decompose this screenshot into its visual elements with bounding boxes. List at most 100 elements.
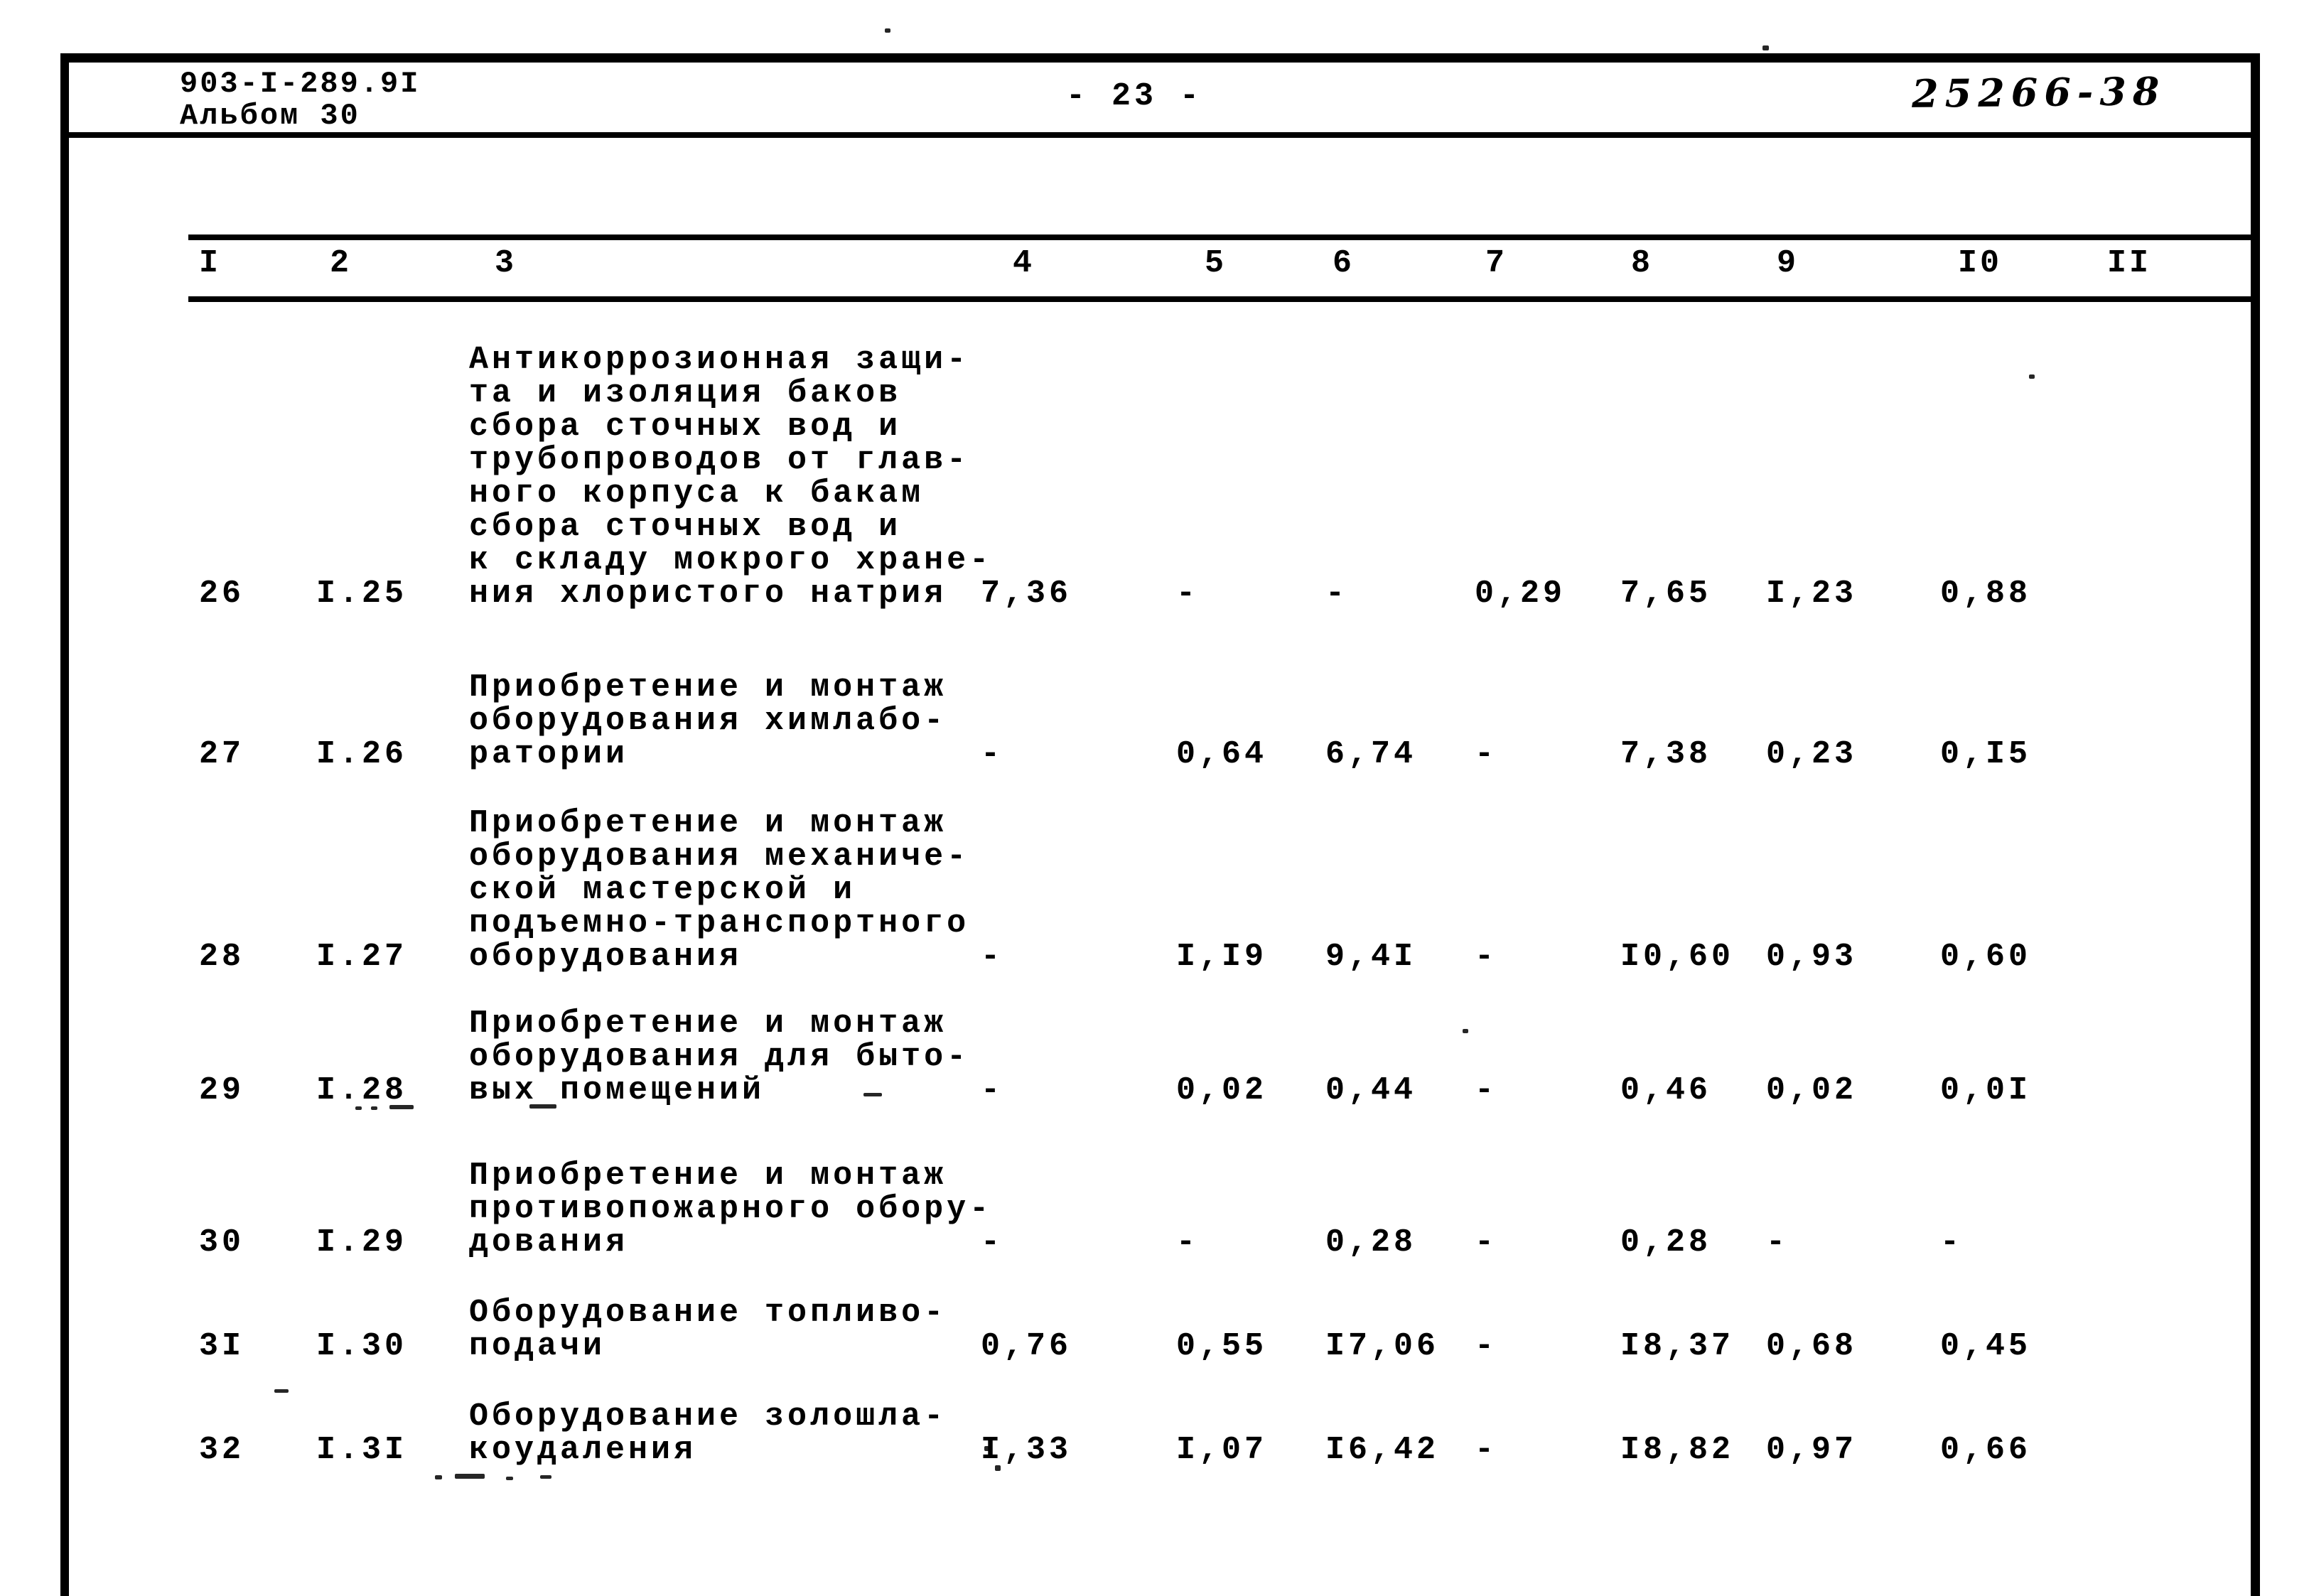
row-code: I.26: [316, 736, 408, 772]
row-description: Приобретение и монтаж оборудования для б…: [469, 1005, 970, 1109]
value-col8: 0,28: [1620, 1224, 1712, 1261]
header-divider-rule: [60, 132, 2260, 138]
column-header: 6: [1333, 245, 1355, 281]
value-col5: -: [1176, 576, 1200, 612]
scan-speck: [371, 1106, 377, 1110]
value-col8: 7,65: [1620, 576, 1712, 612]
value-col4: -: [981, 939, 1004, 975]
row-number: 3I: [199, 1328, 245, 1364]
column-header: 5: [1205, 245, 1227, 281]
scan-speck: [995, 1465, 1001, 1471]
page-number: - 23 -: [1066, 78, 1203, 114]
column-header: 7: [1485, 245, 1508, 281]
value-col10: 0,88: [1940, 576, 2032, 612]
scan-speck: [885, 28, 890, 33]
value-col9: 0,23: [1766, 736, 1858, 772]
value-col10: 0,I5: [1940, 736, 2032, 772]
value-col10: 0,0I: [1940, 1072, 2032, 1109]
table-row: 27 I.26 Приобретение и монтаж оборудован…: [199, 671, 2253, 771]
value-col10: -: [1940, 1224, 1964, 1261]
table-row: 30 I.29 Приобретение и монтаж противопож…: [199, 1159, 2253, 1259]
scan-speck: [389, 1105, 414, 1109]
value-col7: -: [1475, 939, 1498, 975]
value-col4: 0,76: [981, 1328, 1072, 1364]
value-col5: I,I9: [1176, 939, 1268, 975]
value-col5: 0,02: [1176, 1072, 1268, 1109]
row-description: Оборудование топливо- подачи: [469, 1295, 947, 1364]
value-col10: 0,45: [1940, 1328, 2032, 1364]
value-col9: I,23: [1766, 576, 1858, 612]
column-header: 9: [1777, 245, 1799, 281]
value-col6: I6,42: [1325, 1432, 1440, 1468]
value-col10: 0,66: [1940, 1432, 2032, 1468]
row-description: Приобретение и монтаж противопожарного о…: [469, 1158, 993, 1261]
column-header: I: [199, 245, 222, 281]
value-col5: 0,64: [1176, 736, 1268, 772]
row-code: I.28: [316, 1072, 408, 1109]
value-col6: 9,4I: [1325, 939, 1417, 975]
row-number: 27: [199, 736, 245, 772]
value-col7: 0,29: [1475, 576, 1566, 612]
value-col8: 0,46: [1620, 1072, 1712, 1109]
value-col8: I0,60: [1620, 939, 1735, 975]
row-description: Антикоррозионная защи- та и изоляция бак…: [469, 342, 993, 612]
scan-speck: [1463, 1029, 1468, 1033]
scan-speck: [2029, 374, 2035, 379]
value-col7: -: [1475, 1224, 1498, 1261]
value-col9: -: [1766, 1224, 1789, 1261]
scan-speck: [540, 1475, 551, 1479]
row-code: I.25: [316, 576, 408, 612]
handwritten-stamp: 25266-38: [1911, 68, 2166, 117]
scan-speck: [455, 1474, 485, 1479]
scan-speck: [863, 1093, 882, 1096]
value-col4: 7,36: [981, 576, 1072, 612]
value-col8: I8,37: [1620, 1328, 1735, 1364]
column-header: 8: [1631, 245, 1654, 281]
value-col6: 0,44: [1325, 1072, 1417, 1109]
value-col4: -: [981, 1224, 1004, 1261]
scan-speck: [274, 1389, 289, 1393]
value-col8: I8,82: [1620, 1432, 1735, 1468]
value-col4: -: [981, 736, 1004, 772]
row-description: Приобретение и монтаж оборудования механ…: [469, 805, 970, 975]
document-header-left: 903-I-289.9I Альбом 30: [180, 68, 420, 132]
column-header: I0: [1958, 245, 2003, 281]
album-label: Альбом 30: [180, 99, 360, 133]
table-column-headers: I 2 3 4 5 6 7 8 9 I0 II: [188, 242, 2253, 285]
table-row: 26 I.25 Антикоррозионная защи- та и изол…: [199, 343, 2253, 610]
table-row: 28 I.27 Приобретение и монтаж оборудован…: [199, 807, 2253, 974]
value-col7: -: [1475, 1072, 1498, 1109]
frame-right-border: [2251, 53, 2260, 1596]
value-col6: I7,06: [1325, 1328, 1440, 1364]
value-col9: 0,02: [1766, 1072, 1858, 1109]
row-code: I.3I: [316, 1432, 408, 1468]
scan-speck: [355, 1106, 362, 1110]
column-header: II: [2107, 245, 2152, 281]
doc-number: 903-I-289.9I: [180, 67, 421, 101]
value-col6: 6,74: [1325, 736, 1417, 772]
value-col6: -: [1325, 576, 1349, 612]
value-col4: I,33: [981, 1432, 1072, 1468]
value-col7: -: [1475, 1432, 1498, 1468]
column-header: 2: [330, 245, 352, 281]
value-col6: 0,28: [1325, 1224, 1417, 1261]
table-top-rule: [188, 234, 2253, 240]
row-number: 28: [199, 939, 245, 975]
row-number: 29: [199, 1072, 245, 1109]
value-col4: -: [981, 1072, 1004, 1109]
row-description: Оборудование золошла- коудаления: [469, 1398, 947, 1468]
table-body: 26 I.25 Антикоррозионная защи- та и изол…: [188, 343, 2253, 1467]
scan-speck: [1762, 45, 1769, 50]
table-row: 29 I.28 Приобретение и монтаж оборудован…: [199, 1007, 2253, 1107]
column-header: 3: [495, 245, 517, 281]
scan-speck: [435, 1475, 442, 1479]
value-col5: 0,55: [1176, 1328, 1268, 1364]
row-code: I.27: [316, 939, 408, 975]
row-number: 26: [199, 576, 245, 612]
scan-speck: [984, 1446, 989, 1451]
table-row: 32 I.3I Оборудование золошла- коудаления…: [199, 1400, 2253, 1467]
row-code: I.29: [316, 1224, 408, 1261]
value-col7: -: [1475, 1328, 1498, 1364]
column-header: 4: [1013, 245, 1035, 281]
